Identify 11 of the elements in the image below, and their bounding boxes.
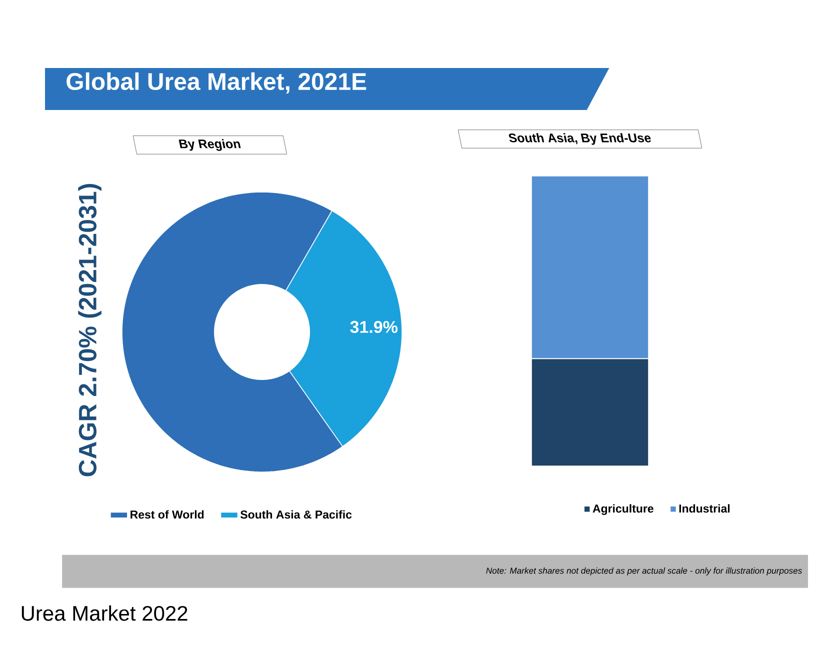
data-label: 31.9% xyxy=(350,320,398,333)
chart-title: Global Urea Market, 2021E xyxy=(66,72,366,94)
legend-label: Agriculture xyxy=(592,504,654,515)
legend-label: Rest of World xyxy=(130,510,204,519)
legend-label: South Asia & Pacific xyxy=(240,510,352,519)
chart-title: South Asia, By End-Use xyxy=(508,133,651,145)
text: CAGR 2.70% (2021-2031) xyxy=(78,184,102,476)
text: Urea Market 2022 xyxy=(22,605,188,621)
legend-label: Industrial xyxy=(679,504,730,513)
chart-subtitle: By Region xyxy=(178,139,241,151)
text: Note: Market shares not depicted as per actual scale - only for illustration purposes xyxy=(486,567,802,576)
